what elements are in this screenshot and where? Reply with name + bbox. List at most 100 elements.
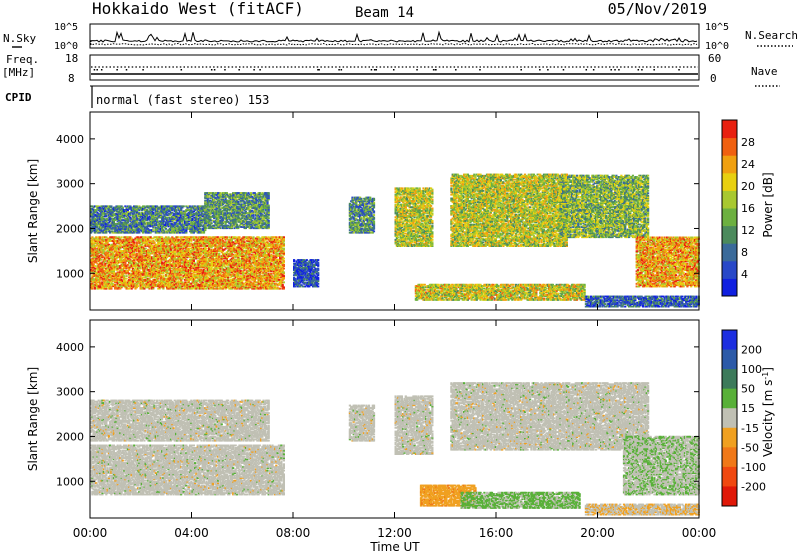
data-cell: [194, 263, 196, 265]
noise-left-tick-top: 10^5: [54, 22, 78, 33]
data-cell: [153, 241, 155, 243]
data-cell: [279, 288, 281, 290]
data-cell: [195, 236, 197, 238]
nave-dot: [341, 69, 343, 71]
data-cell: [137, 285, 139, 287]
nave-dot: [539, 69, 541, 71]
data-cell: [124, 280, 126, 282]
data-cell: [283, 281, 285, 283]
nave-dot: [563, 69, 565, 71]
nave-dot: [126, 69, 128, 71]
nave-dot: [96, 69, 98, 71]
data-cell: [114, 284, 116, 286]
data-cell: [136, 253, 138, 255]
nave-dot: [338, 69, 340, 71]
data-cell: [283, 268, 285, 270]
nave-dot: [614, 69, 616, 71]
noise-right-tick-bottom: 10^0: [705, 41, 729, 52]
nave-dot: [224, 69, 226, 71]
nave-dot: [259, 69, 261, 71]
data-cell: [145, 236, 147, 238]
nave-dot: [214, 69, 216, 71]
freq-left-tick-bottom: 8: [68, 72, 75, 85]
data-cell: [270, 273, 272, 275]
data-cell: [161, 236, 163, 238]
data-cell: [283, 260, 285, 262]
frequency-panel: Freq. [MHz] 18 8 60 0 Nave: [2, 52, 780, 86]
data-cell: [226, 236, 228, 238]
nave-dot: [455, 69, 457, 71]
data-cell: [238, 258, 240, 260]
data-cell: [123, 275, 125, 277]
nave-dot: [116, 69, 118, 71]
nave-dot: [586, 69, 588, 71]
beam-title: Beam 14: [355, 5, 414, 21]
nave-dot: [641, 69, 643, 71]
data-cell: [133, 241, 135, 243]
freq-left-tick-top: 18: [65, 52, 78, 65]
nave-dot: [376, 69, 378, 71]
nave-dots: [94, 69, 680, 71]
data-cell: [282, 284, 284, 286]
data-cell: [178, 236, 180, 238]
freq-right-tick-top: 60: [708, 52, 721, 65]
data-cell: [127, 254, 129, 256]
nave-label: Nave: [751, 65, 778, 78]
data-cell: [275, 236, 277, 238]
nave-dot: [653, 69, 655, 71]
data-cell: [126, 275, 128, 277]
data-cell: [162, 275, 164, 277]
freq-label-2: [MHz]: [2, 66, 35, 79]
data-cell: [121, 236, 123, 238]
data-cell: [283, 248, 285, 250]
nave-dot: [142, 69, 144, 71]
data-cell: [283, 236, 285, 238]
nave-dot: [253, 69, 255, 71]
data-cell: [94, 265, 96, 267]
noise-left-label: N.Sky: [3, 32, 36, 45]
nave-dot: [94, 69, 96, 71]
data-cell: [99, 236, 101, 238]
data-cell: [283, 258, 285, 260]
data-cell: [100, 259, 102, 261]
nave-dot: [374, 69, 376, 71]
nave-dot: [416, 69, 418, 71]
cpid-panel: CPID normal (fast stereo) 153: [5, 86, 699, 108]
noise-panel: N.Sky 10^5 10^0 10^5 10^0 N.Search: [3, 22, 798, 52]
freq-label-1: Freq.: [6, 53, 39, 66]
cpid-label: CPID: [5, 91, 32, 104]
sky-noise-line: [91, 32, 697, 42]
data-cell: [283, 271, 285, 273]
nave-dot: [593, 69, 595, 71]
data-cell: [95, 236, 97, 238]
power-cells: [90, 174, 700, 308]
nave-dot: [181, 69, 183, 71]
data-cell: [283, 251, 285, 253]
data-cell: [110, 205, 112, 207]
date-title: 05/Nov/2019: [608, 0, 707, 18]
search-noise-line: [91, 44, 697, 46]
data-cell: [206, 248, 208, 250]
data-cell: [283, 243, 285, 245]
freq-right-tick-bottom: 0: [710, 72, 717, 85]
nave-dot: [211, 69, 213, 71]
nave-dot: [238, 69, 240, 71]
data-cell: [283, 275, 285, 277]
nave-dot: [610, 69, 612, 71]
nave-dot: [638, 69, 640, 71]
nave-dot: [547, 69, 549, 71]
data-cell: [252, 236, 254, 238]
data-cell: [204, 270, 206, 272]
data-cell: [202, 281, 204, 283]
data-cell: [270, 263, 272, 265]
noise-right-label: N.Search: [745, 29, 798, 42]
nave-dot: [520, 69, 522, 71]
nave-dot: [317, 69, 319, 71]
data-cell: [145, 248, 147, 250]
nave-dot: [101, 69, 103, 71]
data-cell: [283, 264, 285, 266]
nave-dot: [371, 69, 373, 71]
nave-dot: [433, 69, 435, 71]
station-title: Hokkaido West (fitACF): [92, 0, 304, 18]
